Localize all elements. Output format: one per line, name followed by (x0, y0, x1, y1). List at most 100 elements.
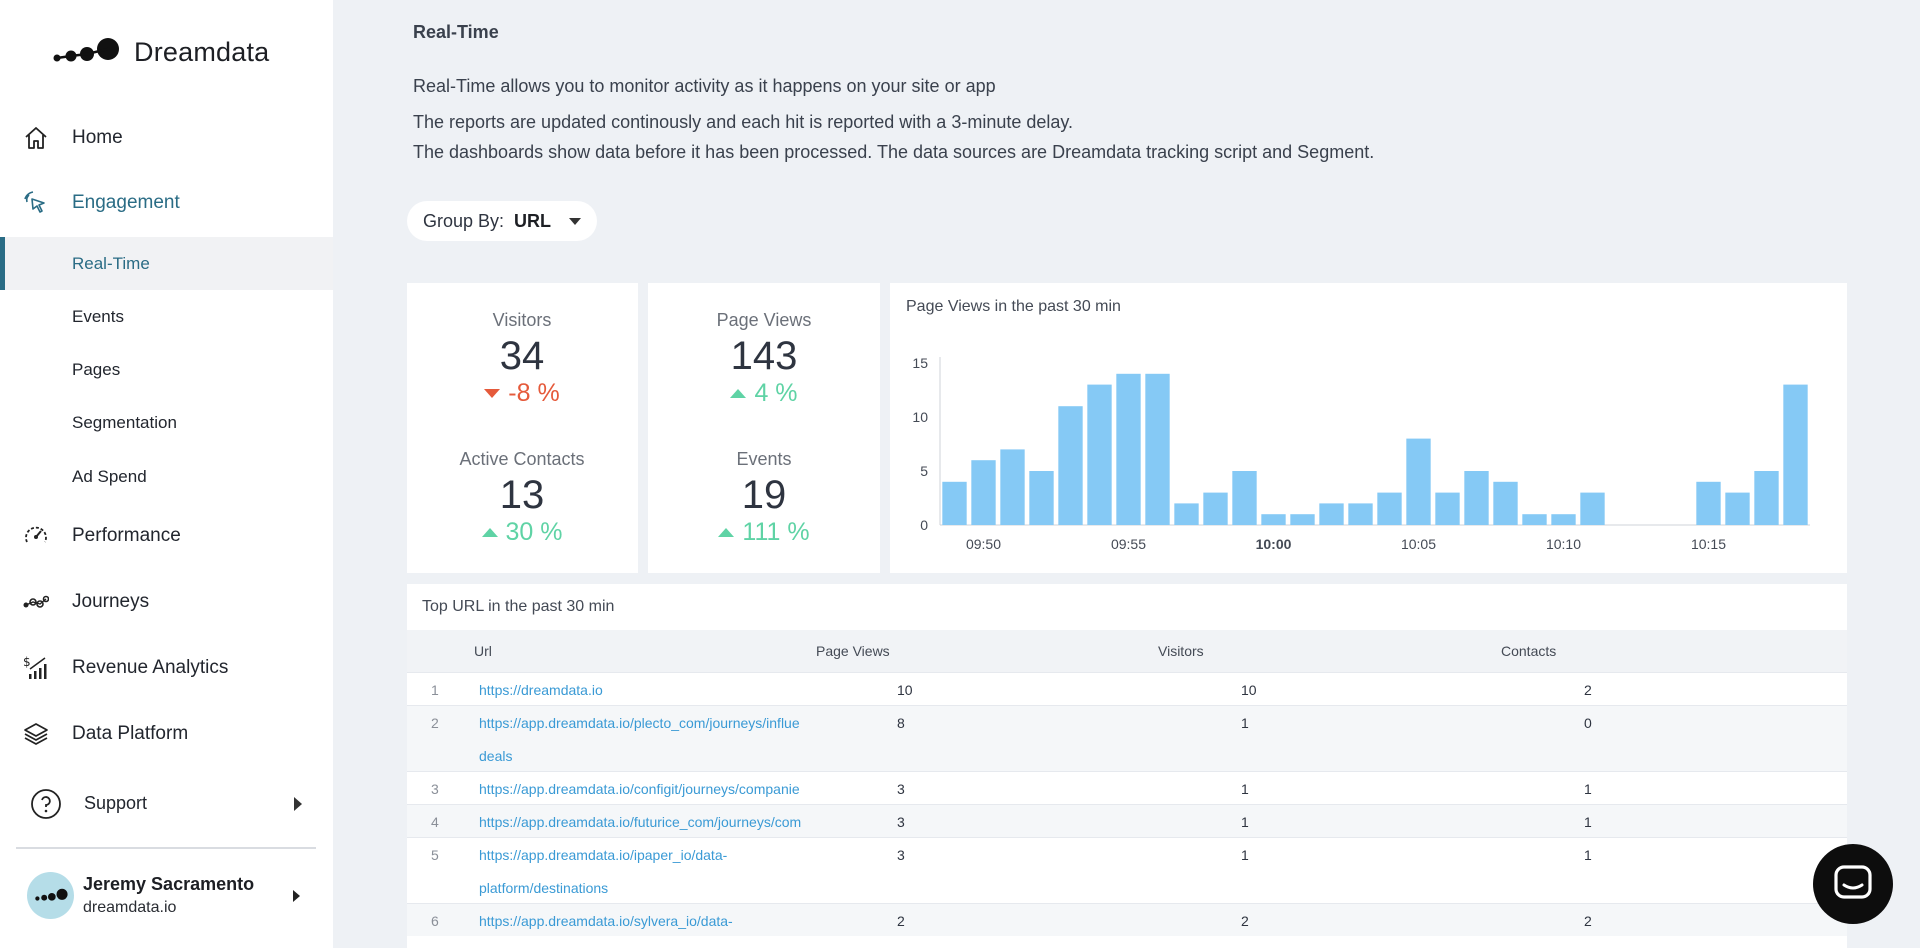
x-tick-label: 09:50 (966, 536, 1001, 552)
column-header-url[interactable]: Url (474, 643, 492, 659)
x-tick-label: 10:00 (1256, 536, 1292, 552)
revenue-chart-icon: $ (22, 654, 50, 682)
table-title: Top URL in the past 30 min (422, 598, 615, 615)
chart-bar[interactable] (1203, 492, 1228, 525)
row-url-link[interactable]: https://app.dreamdata.io/sylvera_io/data… (479, 913, 733, 929)
row-url-link-continuation[interactable]: deals (479, 748, 513, 764)
chevron-right-icon (294, 797, 302, 811)
row-url-link[interactable]: https://dreamdata.io (479, 682, 603, 698)
sidebar-item-support[interactable]: Support (0, 778, 333, 830)
sidebar-item-label: Engagement (72, 192, 180, 213)
row-url-link[interactable]: https://app.dreamdata.io/plecto_com/jour… (479, 715, 800, 731)
sidebar-item-journeys[interactable]: Journeys (0, 577, 333, 627)
y-tick-label: 0 (920, 517, 928, 533)
chart-bar[interactable] (1725, 492, 1750, 525)
journey-nodes-icon (22, 588, 50, 616)
group-by-dropdown[interactable]: Group By: URL (407, 201, 597, 241)
row-visitors: 10 (1241, 682, 1257, 698)
chart-bar[interactable] (971, 460, 996, 525)
chart-bar[interactable] (1783, 384, 1808, 525)
page-views-chart-card: Page Views in the past 30 min 0 5 10 15 09:5… (890, 283, 1847, 573)
chart-bar[interactable] (1116, 373, 1141, 525)
row-page-views: 3 (897, 781, 905, 797)
user-menu[interactable]: Jeremy Sacramento dreamdata.io (0, 862, 333, 932)
row-visitors: 1 (1241, 847, 1249, 863)
sidebar-subitem-pages[interactable]: Pages (0, 343, 333, 396)
group-by-label: Group By: (423, 210, 505, 231)
chart-bar[interactable] (1696, 481, 1721, 525)
row-page-views: 3 (897, 814, 905, 830)
svg-text:$: $ (23, 655, 31, 669)
chart-bar[interactable] (1406, 438, 1431, 525)
chart-bar[interactable] (1029, 471, 1054, 525)
chart-bar[interactable] (1580, 492, 1605, 525)
sidebar-subitem-events[interactable]: Events (0, 290, 333, 343)
row-contacts: 1 (1584, 847, 1592, 863)
row-url-link[interactable]: https://app.dreamdata.io/ipaper_io/data- (479, 847, 728, 863)
chart-bar[interactable] (942, 481, 967, 525)
chart-bar[interactable] (1435, 492, 1460, 525)
dreamdata-logo[interactable]: Dreamdata (52, 36, 269, 68)
metric-events: Events 19 111 % (654, 449, 874, 547)
column-header-page-views[interactable]: Page Views (816, 643, 890, 659)
sidebar-item-label: Home (72, 127, 123, 148)
metric-value: 13 (499, 473, 545, 517)
sidebar-item-revenue-analytics[interactable]: $ Revenue Analytics (0, 643, 333, 693)
sidebar-item-performance[interactable]: Performance (0, 511, 333, 561)
x-tick-label: 10:15 (1691, 536, 1726, 552)
top-url-table-card: Top URL in the past 30 min Url Page View… (407, 584, 1847, 948)
y-tick-label: 5 (920, 463, 928, 479)
chart-bar[interactable] (1000, 449, 1025, 525)
metric-change-value: 111 % (742, 518, 810, 546)
row-url-link[interactable]: https://app.dreamdata.io/futurice_com/jo… (479, 814, 802, 830)
sidebar-subitem-real-time[interactable]: Real-Time (0, 237, 333, 290)
sidebar-subitem-ad-spend[interactable]: Ad Spend (0, 450, 333, 503)
metrics-card-left: Visitors 34 -8 % Active Contacts 13 30 % (407, 283, 638, 573)
chart-bar[interactable] (1754, 471, 1779, 525)
chart-bar[interactable] (1058, 406, 1083, 525)
column-header-visitors[interactable]: Visitors (1158, 643, 1204, 659)
row-url-link[interactable]: https://app.dreamdata.io/configit/journe… (479, 781, 800, 797)
page-description-3: The dashboards show data before it has b… (413, 142, 1375, 162)
row-visitors: 2 (1241, 913, 1249, 929)
row-contacts: 2 (1584, 913, 1592, 929)
metric-label: Page Views (716, 310, 812, 330)
sidebar-item-home[interactable]: Home (0, 113, 333, 163)
chevron-right-icon (293, 890, 300, 902)
row-page-views: 2 (897, 913, 905, 929)
row-url-link-continuation[interactable]: platform/destinations (479, 880, 609, 896)
chart-bar[interactable] (1348, 503, 1373, 525)
chart-bar[interactable] (1290, 514, 1315, 525)
table-row: 1 https://dreamdata.io 10 10 2 (407, 672, 1847, 705)
chart-bar[interactable] (1551, 514, 1576, 525)
metric-visitors: Visitors 34 -8 % (412, 310, 632, 408)
table-row: 3 https://app.dreamdata.io/configit/journ… (407, 771, 1847, 804)
x-tick-label: 10:05 (1401, 536, 1436, 552)
chart-bar[interactable] (1377, 492, 1402, 525)
sidebar-item-engagement[interactable]: Engagement (0, 178, 333, 228)
logo-text: Dreamdata (134, 36, 270, 67)
row-index: 5 (431, 847, 439, 863)
chart-bar[interactable] (1087, 384, 1112, 525)
row-index: 1 (431, 682, 439, 698)
sidebar-subitem-segmentation[interactable]: Segmentation (0, 396, 333, 449)
metric-label: Visitors (492, 310, 552, 330)
chart-bar[interactable] (1232, 471, 1257, 525)
row-visitors: 1 (1241, 715, 1249, 731)
chart-bar[interactable] (1174, 503, 1199, 525)
page-description-1: Real-Time allows you to monitor activity… (413, 76, 996, 96)
user-name: Jeremy Sacramento (83, 874, 255, 894)
column-header-contacts[interactable]: Contacts (1501, 643, 1557, 659)
chart-bar[interactable] (1464, 471, 1489, 525)
sidebar-divider (16, 847, 316, 849)
chart-bar[interactable] (1261, 514, 1286, 525)
chat-launcher-button[interactable] (1813, 844, 1893, 924)
metric-value: 143 (730, 334, 798, 378)
chart-bar[interactable] (1522, 514, 1547, 525)
chart-bar[interactable] (1493, 481, 1518, 525)
sidebar-item-data-platform[interactable]: Data Platform (0, 709, 333, 759)
chart-bar[interactable] (1319, 503, 1344, 525)
chart-bar[interactable] (1145, 373, 1170, 525)
row-index: 3 (431, 781, 439, 797)
row-page-views: 10 (897, 682, 913, 698)
